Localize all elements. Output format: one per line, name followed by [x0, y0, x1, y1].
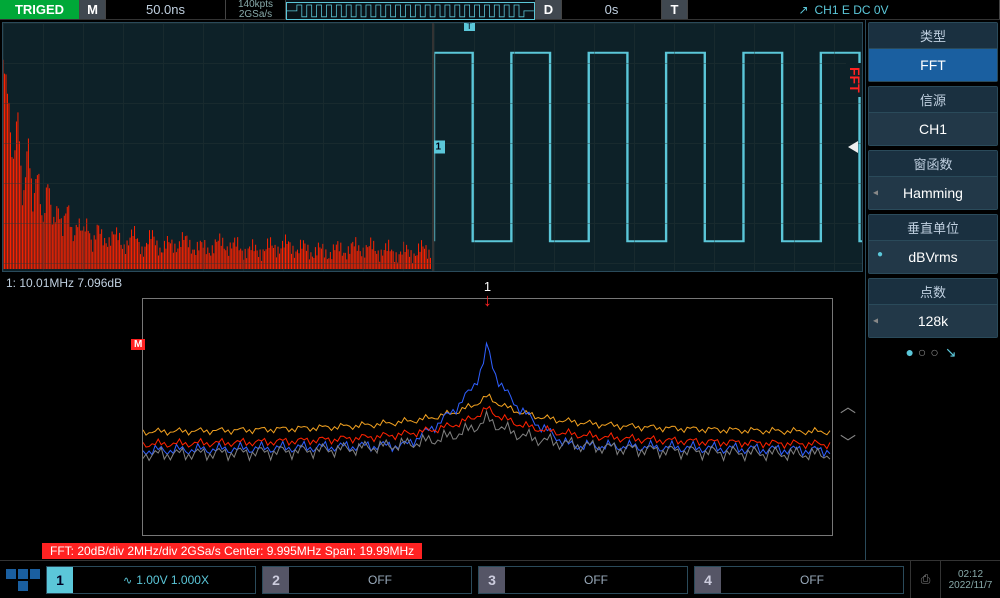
- clock[interactable]: 02:12 2022/11/7: [940, 561, 1000, 598]
- fft-zoom-panel[interactable]: 1: 10.01MHz 7.096dB 1 ↓ M ︿ ﹀: [2, 276, 863, 540]
- fft-status-text: FFT: 20dB/div 2MHz/div 2GSa/s Center: 9.…: [42, 543, 422, 559]
- usb-indicator-icon: ⎙: [910, 561, 940, 598]
- channel-number: 2: [263, 567, 289, 593]
- menu-label: 类型: [869, 23, 997, 49]
- clock-time: 02:12: [941, 569, 1000, 580]
- cursor-readout: 1: 10.01MHz 7.096dB: [6, 276, 122, 290]
- down-arrow-icon: ↓: [483, 290, 492, 310]
- fft-side-label: FFT: [846, 63, 862, 97]
- math-badge: M: [131, 339, 145, 350]
- main-area: 1 T FFT 1: 10.01MHz 7.096dB 1 ↓ M ︿ ﹀ F: [0, 20, 1000, 560]
- clock-date: 2022/11/7: [941, 580, 1000, 591]
- menu-item-4[interactable]: 点数128k◂: [868, 278, 998, 338]
- sample-rate: 140kpts 2GSa/s: [226, 0, 286, 19]
- fft-zoom-traces: [143, 299, 832, 535]
- waveform-preview[interactable]: [286, 0, 536, 19]
- menu-item-1[interactable]: 信源CH1: [868, 86, 998, 146]
- mode-t-indicator: T: [662, 0, 688, 19]
- menu-value[interactable]: FFT: [869, 49, 997, 81]
- trigger-position-marker: T: [464, 23, 476, 31]
- rising-edge-icon: ↗: [798, 3, 808, 17]
- menu-value[interactable]: CH1: [869, 113, 997, 145]
- top-graph-row: 1 T FFT: [2, 22, 863, 272]
- menu-label: 垂直单位: [869, 215, 997, 241]
- peak-marker-1: 1 ↓: [483, 279, 492, 309]
- trigger-level-arrow-icon: [848, 141, 858, 153]
- menu-label: 信源: [869, 87, 997, 113]
- trigger-info-text: CH1 E DC 0V: [815, 3, 889, 17]
- channel-value: OFF: [721, 573, 903, 587]
- channel-value: OFF: [289, 573, 471, 587]
- channel-block-3[interactable]: 3OFF: [478, 566, 688, 594]
- menu-value[interactable]: dBVrms: [869, 241, 997, 273]
- channel-value: OFF: [505, 573, 687, 587]
- coupling-icon: ∿: [123, 575, 132, 587]
- trigger-status: TRIGED: [0, 0, 80, 19]
- channel-block-1[interactable]: 1∿1.00V 1.000X: [46, 566, 256, 594]
- grid-background: [434, 23, 863, 271]
- menu-value[interactable]: 128k◂: [869, 305, 997, 337]
- channel-block-4[interactable]: 4OFF: [694, 566, 904, 594]
- grid-background: [3, 23, 432, 271]
- submenu-arrow-icon: ◂: [873, 316, 878, 327]
- scroll-up-icon[interactable]: ︿: [840, 393, 856, 417]
- channel-number: 3: [479, 567, 505, 593]
- menu-item-2[interactable]: 窗函数Hamming◂: [868, 150, 998, 210]
- sample-rate-value: 2GSa/s: [239, 10, 272, 20]
- menu-label: 窗函数: [869, 151, 997, 177]
- channel-number: 1: [47, 567, 73, 593]
- fft-dense-panel[interactable]: [3, 23, 434, 271]
- channel-1-marker: 1: [434, 141, 446, 154]
- submenu-arrow-icon: ◂: [873, 188, 878, 199]
- top-status-bar: TRIGED M 50.0ns 140kpts 2GSa/s D 0s T ↗ …: [0, 0, 1000, 20]
- fft-status-bar: FFT: 20dB/div 2MHz/div 2GSa/s Center: 9.…: [2, 542, 863, 560]
- horizontal-delay[interactable]: 0s: [562, 0, 662, 19]
- menu-page-indicator[interactable]: ●○○↘: [868, 342, 998, 363]
- channel-value: ∿1.00V 1.000X: [73, 573, 255, 587]
- fft-zoom-frame: 1 ↓ M ︿ ﹀: [142, 298, 833, 536]
- display-area: 1 T FFT 1: 10.01MHz 7.096dB 1 ↓ M ︿ ﹀ F: [0, 20, 865, 560]
- timebase-value[interactable]: 50.0ns: [106, 0, 226, 19]
- channel-number: 4: [695, 567, 721, 593]
- waveform-panel[interactable]: 1 T FFT: [434, 23, 863, 271]
- bottom-bar: 1∿1.00V 1.000X2OFF3OFF4OFF ⎙ 02:12 2022/…: [0, 560, 1000, 598]
- channel-block-2[interactable]: 2OFF: [262, 566, 472, 594]
- trigger-info[interactable]: ↗ CH1 E DC 0V: [688, 0, 1000, 19]
- menu-item-3[interactable]: 垂直单位dBVrms: [868, 214, 998, 274]
- menu-item-0[interactable]: 类型FFT: [868, 22, 998, 82]
- scroll-down-icon[interactable]: ﹀: [840, 429, 856, 453]
- mode-m-indicator: M: [80, 0, 106, 19]
- menu-label: 点数: [869, 279, 997, 305]
- mode-d-indicator: D: [536, 0, 562, 19]
- home-button[interactable]: [4, 565, 42, 595]
- side-menu: 类型FFT信源CH1窗函数Hamming◂垂直单位dBVrms点数128k◂ ●…: [865, 20, 1000, 560]
- menu-value[interactable]: Hamming◂: [869, 177, 997, 209]
